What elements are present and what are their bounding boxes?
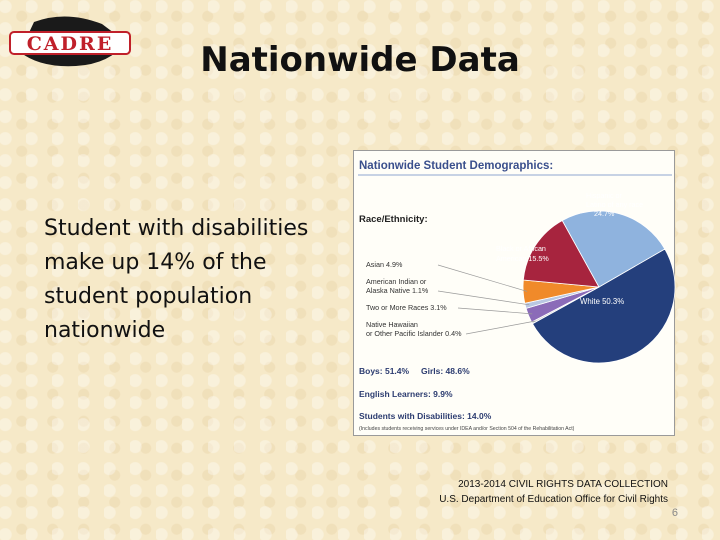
demographics-chart: Nationwide Student Demographics: Race/Eth… [358,160,676,432]
label-american-indian-1: American Indian or [366,277,427,286]
label-two-or-more-1: Two or More Races 3.1% [366,303,447,312]
pie-slice-black [522,219,600,288]
pie-slice-white [531,248,676,364]
demographics-panel: Nationwide Student Demographics: Race/Eth… [353,150,676,436]
leader-asian [437,264,528,292]
source-line-2: U.S. Department of Education Office for … [439,494,668,505]
stat-girls: Girls: 48.6% [421,366,470,376]
label-asian-1: Asian 4.9% [366,260,403,269]
label-white: White 50.3% [580,297,624,306]
body-line-1: Student with disabilities [44,216,309,241]
cadre-logo: CADRE [9,16,131,67]
label-hispanic-2: Latino of any race [586,200,643,209]
body-line-3: student population [44,284,253,309]
source-line-1: 2013-2014 CIVIL RIGHTS DATA COLLECTION [458,479,668,490]
stat-boys: Boys: 51.4% [359,366,410,376]
source-citation: 2013-2014 CIVIL RIGHTS DATA COLLECTION U… [439,477,668,507]
label-black-1: Black or African [496,244,546,253]
label-hawaiian-2: or Other Pacific Islander 0.4% [366,329,462,338]
leader-two-or-more [457,307,533,315]
label-hispanic-3: 24.7% [594,209,615,218]
body-line-2: make up 14% of the [44,250,267,275]
label-american-indian-2: Alaska Native 1.1% [366,286,429,295]
svg-text:CADRE: CADRE [27,33,114,55]
body-line-4: nationwide [44,318,166,343]
chart-subtitle: Race/Ethnicity: [359,214,428,225]
label-hawaiian-1: Native Hawaiian [366,320,418,329]
stat-english-learners: English Learners: 9.9% [359,389,453,399]
stat-disabilities-note: (Includes students receiving services un… [359,426,575,432]
label-hispanic-1: Hispanic or [586,191,623,200]
label-black-2: American 15.5% [496,254,549,263]
stat-disabilities: Students with Disabilities: 14.0% [359,411,492,421]
body-text: Student with disabilities make up 14% of… [44,212,344,348]
leader-hawaiian [465,320,536,335]
chart-title: Nationwide Student Demographics: [359,160,553,172]
slide-title: Nationwide Data [200,40,520,80]
page-number: 6 [671,507,678,519]
leader-american-indian [437,290,530,306]
pie-slice-hispanic [561,210,666,288]
